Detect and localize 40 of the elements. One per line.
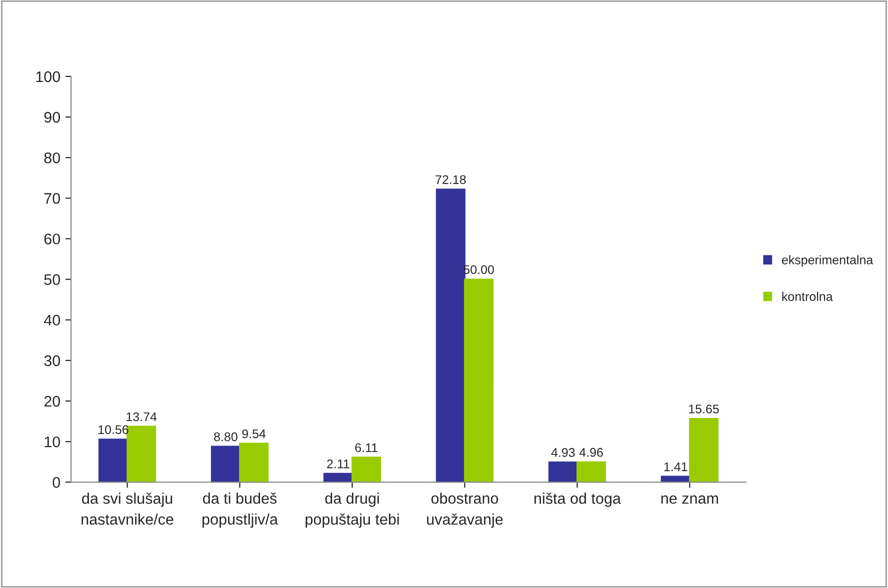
data-label: 4.93 [551, 448, 575, 457]
x-tick-label: da svi slušaju nastavnike/ce [82, 492, 174, 525]
y-tick-label: 0 [52, 477, 60, 488]
y-tick-label: 30 [44, 355, 60, 366]
x-tick-label: da ti budeš popustljiv/a [202, 492, 278, 528]
data-label: 2.11 [327, 460, 350, 468]
data-label: 1.41 [664, 462, 688, 472]
bar [464, 278, 494, 482]
y-tick-label: 90 [44, 112, 60, 123]
bar [436, 188, 466, 482]
data-label: 9.54 [242, 429, 266, 438]
data-label: 15.65 [689, 404, 719, 414]
y-tick-label: 80 [44, 152, 60, 164]
y-tick-label: 40 [44, 314, 60, 326]
bar [352, 456, 382, 482]
y-tick-label: 50 [44, 274, 60, 285]
legend-label: eksperimentalna [782, 255, 874, 267]
y-tick-label: 70 [44, 193, 60, 204]
bar [126, 426, 156, 482]
bar [688, 418, 718, 482]
y-tick-label: 20 [44, 396, 60, 407]
y-tick-label: 100 [36, 71, 60, 82]
bar [210, 446, 240, 482]
data-label: 6.11 [355, 443, 378, 452]
y-tick-label: 10 [44, 436, 60, 448]
legend-label: kontrolna [782, 292, 833, 301]
bar [660, 476, 690, 482]
bar [576, 461, 606, 482]
bar [239, 442, 269, 482]
x-tick-label: da drugi popuštaju tebi [306, 492, 399, 528]
data-label: 13.74 [126, 412, 157, 422]
y-tick-label: 60 [44, 234, 60, 244]
bar [98, 438, 128, 482]
data-label: 4.96 [579, 448, 603, 457]
x-tick-label: ne znam [661, 495, 718, 504]
data-label: 72.18 [436, 175, 466, 184]
x-tick-label: ništa od toga [534, 492, 621, 507]
data-label: 8.80 [214, 432, 238, 442]
x-tick-label: obostrano uvažavanje [427, 492, 503, 528]
bar [548, 461, 578, 482]
